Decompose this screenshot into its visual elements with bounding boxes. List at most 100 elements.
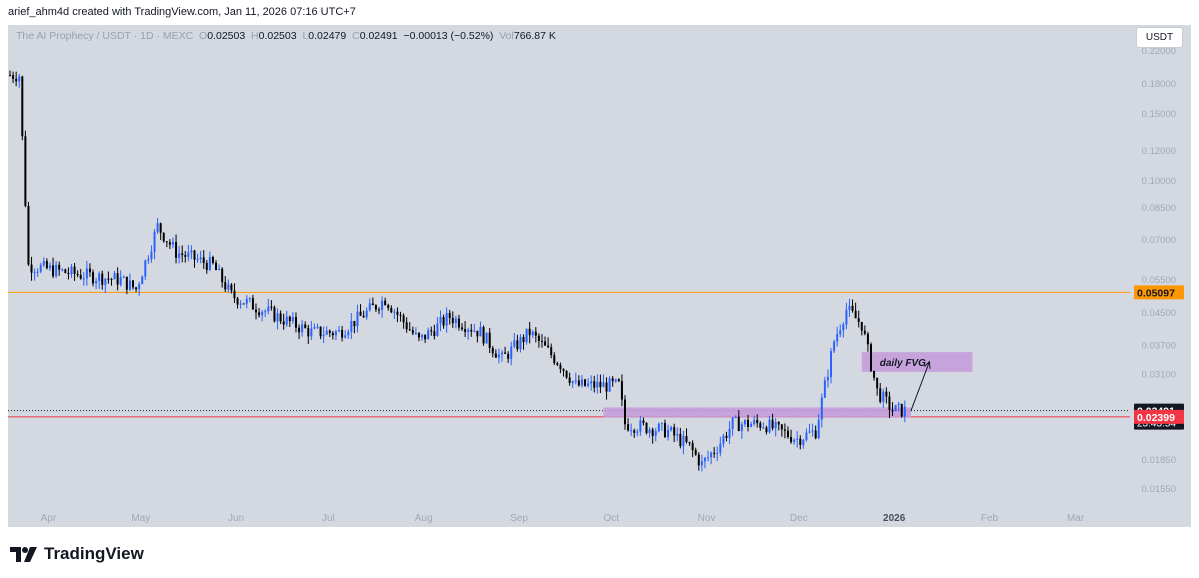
candle-body (740, 424, 743, 432)
candle-body (663, 423, 666, 438)
candle-body (199, 257, 202, 260)
candle-body (58, 264, 61, 270)
candle-body (688, 442, 691, 444)
candle-body (55, 264, 58, 277)
candle-body (430, 330, 433, 332)
candle-body (242, 303, 245, 305)
candle-body (88, 268, 91, 273)
zones (603, 352, 973, 418)
candle-body (42, 261, 45, 266)
candle-body (461, 327, 464, 330)
candle-body (876, 377, 879, 389)
candle-body (414, 332, 417, 334)
candle-body (605, 382, 608, 392)
candle-body (39, 265, 42, 272)
time-tick-label: Jul (322, 513, 335, 524)
candle-body (30, 264, 33, 273)
candle-body (568, 377, 571, 384)
candle-body (381, 300, 384, 310)
candle-body (651, 429, 654, 436)
candle-body (900, 403, 903, 417)
candle-body (885, 391, 888, 397)
candle-body (888, 396, 891, 410)
candle-body (304, 324, 307, 328)
candle-body (756, 419, 759, 424)
candle-body (768, 419, 771, 433)
arrow-shaft (910, 361, 930, 411)
candle-body (608, 378, 611, 392)
candle-body (611, 378, 614, 382)
candle-body (642, 420, 645, 424)
candle-body (540, 341, 543, 343)
candle-body (113, 273, 116, 280)
candle-body (291, 316, 294, 322)
candle-body (590, 381, 593, 384)
candle-body (178, 253, 181, 258)
candle-body (264, 311, 267, 313)
candle-body (854, 310, 857, 319)
time-tick-label: Mar (1067, 513, 1085, 524)
change-value: −0.00013 (−0.52%) (403, 30, 494, 42)
candle-body (470, 329, 473, 332)
arrow-head (924, 360, 931, 369)
candle-body (396, 311, 399, 315)
candle-body (467, 329, 470, 332)
candle-body (796, 438, 799, 440)
candle-body (577, 380, 580, 386)
candle-body (525, 328, 528, 343)
candle-body (507, 353, 510, 359)
price-tick-label: 0.07000 (1142, 235, 1176, 246)
candle-body (402, 315, 405, 323)
candle-body (224, 282, 227, 290)
candle-body (141, 276, 144, 285)
candle-body (501, 352, 503, 355)
candle-body (488, 332, 491, 348)
candle-body (802, 439, 805, 445)
candle-body (230, 284, 233, 291)
candle-body (70, 266, 73, 275)
candle-body (424, 334, 427, 340)
chart-credit: arief_ahm4d created with TradingView.com… (8, 6, 356, 18)
candle-body (233, 290, 236, 299)
candle-body (676, 433, 679, 436)
candle-body (362, 315, 365, 318)
candle-body (882, 391, 885, 402)
candle-body (534, 331, 537, 336)
open-label: O (199, 30, 208, 42)
candle-body (273, 307, 276, 322)
candle-body (633, 430, 636, 433)
price-tick-label: 0.01850 (1142, 455, 1176, 466)
candle-body (531, 331, 534, 336)
candle-body (27, 205, 30, 265)
candle-body (682, 435, 685, 447)
candle-body (122, 276, 125, 278)
candle-body (451, 317, 454, 324)
symbol-name[interactable]: The AI Prophecy / USDT · 1D · MEXC (16, 30, 194, 42)
time-tick-label: Apr (41, 513, 57, 524)
candle-body (359, 311, 362, 316)
candle-body (33, 272, 36, 274)
candle-body (334, 331, 337, 336)
level-lines (8, 291, 1130, 418)
candle-body (338, 330, 341, 332)
chart-pane[interactable] (8, 25, 1191, 527)
candle-body (156, 223, 159, 232)
candle-body (780, 424, 783, 430)
candle-body (12, 75, 15, 79)
candle-body (442, 317, 445, 326)
candle-body (673, 427, 676, 436)
candle-body (282, 321, 285, 325)
currency-button[interactable]: USDT (1136, 27, 1183, 48)
candle-body (184, 255, 187, 257)
candle-body (584, 379, 587, 386)
candle-body (15, 78, 18, 82)
candle-body (399, 314, 402, 316)
candle-body (826, 376, 829, 381)
candle-body (602, 382, 605, 388)
time-tick-label: Jun (228, 513, 244, 524)
candle-body (510, 346, 513, 359)
candle-body (814, 430, 817, 439)
candle-body (52, 265, 55, 277)
candle-body (107, 278, 110, 280)
